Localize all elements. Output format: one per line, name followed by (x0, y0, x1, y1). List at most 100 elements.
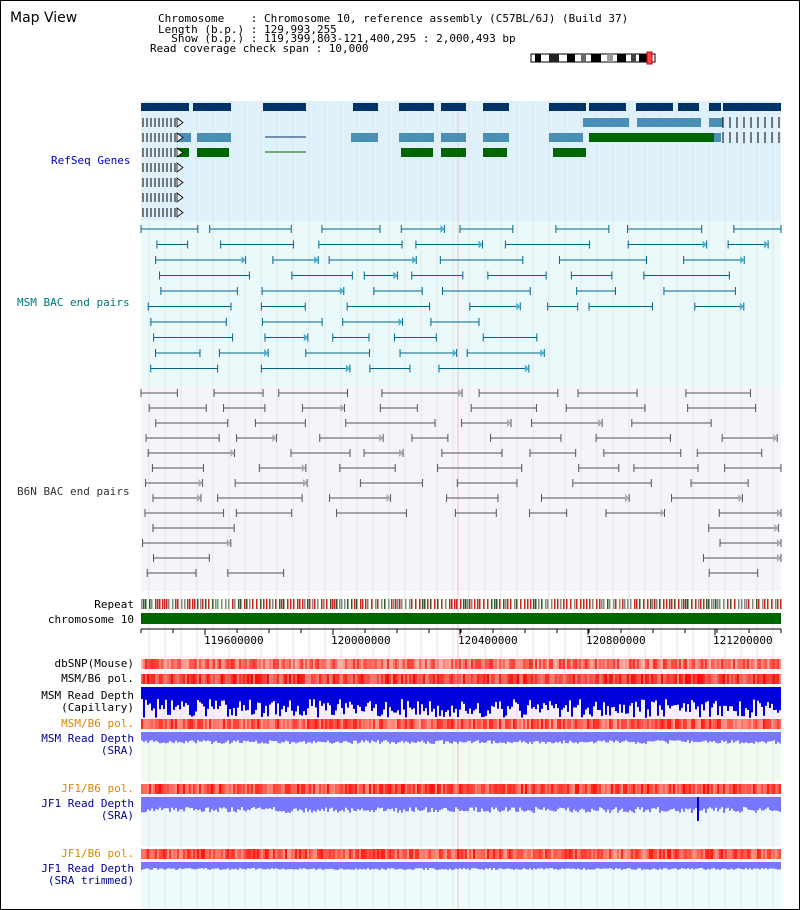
read-depth-bar (355, 687, 357, 714)
read-depth-bar (669, 862, 671, 870)
repeat-element (609, 599, 611, 609)
read-depth-bar (379, 862, 381, 870)
read-depth-bar (235, 862, 237, 869)
polymorphism-cell (583, 659, 585, 669)
polymorphism-cell (325, 784, 327, 794)
repeat-element (652, 599, 654, 609)
polymorphism-cell (755, 784, 757, 794)
polymorphism-cell (735, 659, 737, 669)
polymorphism-cell (747, 719, 749, 729)
repeat-element (221, 599, 223, 609)
polymorphism-cell (245, 659, 247, 669)
polymorphism-cell (547, 719, 549, 729)
polymorphism-cell (711, 784, 713, 794)
read-depth-bar (603, 687, 605, 703)
read-depth-bar (377, 687, 379, 716)
polymorphism-cell (565, 659, 567, 669)
read-depth-bar (337, 732, 339, 742)
polymorphism-cell (209, 719, 211, 729)
read-depth-bar (269, 687, 271, 705)
polymorphism-cell (201, 784, 203, 794)
polymorphism-cell (173, 784, 175, 794)
polymorphism-cell (683, 849, 685, 859)
read-depth-bar (189, 732, 191, 741)
polymorphism-cell (771, 784, 773, 794)
repeat-element (215, 599, 217, 609)
read-depth-bar (355, 862, 357, 869)
read-depth-bar (257, 687, 259, 703)
read-depth-bar (155, 797, 157, 810)
polymorphism-cell (589, 674, 591, 684)
polymorphism-cell (667, 719, 669, 729)
polymorphism-cell (379, 784, 381, 794)
polymorphism-cell (565, 784, 567, 794)
polymorphism-cell (201, 849, 203, 859)
polymorphism-cell (365, 784, 367, 794)
read-depth-bar (237, 862, 239, 870)
polymorphism-cell (369, 784, 371, 794)
read-depth-bar (169, 797, 171, 812)
polymorphism-cell (725, 659, 727, 669)
read-depth-bar (245, 797, 247, 812)
polymorphism-cell (277, 659, 279, 669)
polymorphism-cell (361, 849, 363, 859)
read-depth-bar (411, 732, 413, 742)
polymorphism-cell (669, 849, 671, 859)
polymorphism-cell (333, 659, 335, 669)
read-depth-bar (609, 862, 611, 869)
read-depth-bar (313, 687, 315, 700)
polymorphism-cell (257, 674, 259, 684)
polymorphism-cell (155, 719, 157, 729)
chromosome-ideogram[interactable] (529, 51, 661, 67)
polymorphism-cell (411, 674, 413, 684)
polymorphism-cell (293, 674, 295, 684)
read-depth-bar (239, 862, 241, 869)
read-depth-bar (435, 862, 437, 870)
read-depth-bar (401, 687, 403, 700)
polymorphism-cell (269, 849, 271, 859)
read-depth-bar (159, 862, 161, 869)
polymorphism-cell (307, 784, 309, 794)
read-depth-bar (701, 687, 703, 705)
polymorphism-cell (519, 719, 521, 729)
polymorphism-cell (679, 849, 681, 859)
read-depth-bar (533, 862, 535, 869)
polymorphism-cell (429, 784, 431, 794)
polymorphism-cell (605, 659, 607, 669)
polymorphism-cell (231, 719, 233, 729)
polymorphism-cell (625, 784, 627, 794)
read-depth-bar (385, 797, 387, 811)
polymorphism-cell (527, 784, 529, 794)
read-depth-bar (157, 687, 159, 700)
polymorphism-cell (305, 849, 307, 859)
polymorphism-cell (549, 719, 551, 729)
read-depth-bar (367, 687, 369, 703)
polymorphism-cell (205, 674, 207, 684)
read-depth-bar (365, 732, 367, 741)
polymorphism-cell (535, 674, 537, 684)
polymorphism-cell (521, 719, 523, 729)
polymorphism-cell (247, 674, 249, 684)
read-depth-bar (709, 732, 711, 742)
polymorphism-cell (615, 849, 617, 859)
polymorphism-cell (295, 719, 297, 729)
read-depth-bar (721, 797, 723, 808)
polymorphism-cell (581, 674, 583, 684)
polymorphism-cell (549, 659, 551, 669)
polymorphism-cell (607, 849, 609, 859)
polymorphism-cell (749, 849, 751, 859)
polymorphism-cell (543, 659, 545, 669)
polymorphism-cell (777, 719, 779, 729)
polymorphism-cell (517, 719, 519, 729)
polymorphism-cell (663, 784, 665, 794)
polymorphism-cell (229, 849, 231, 859)
read-depth-bar (741, 862, 743, 870)
read-depth-spike (697, 797, 699, 821)
polymorphism-cell (331, 674, 333, 684)
read-depth-bar (527, 687, 529, 706)
read-depth-bar (455, 732, 457, 742)
read-depth-bar (323, 732, 325, 743)
read-depth-bar (307, 797, 309, 812)
read-depth-bar (415, 687, 417, 715)
